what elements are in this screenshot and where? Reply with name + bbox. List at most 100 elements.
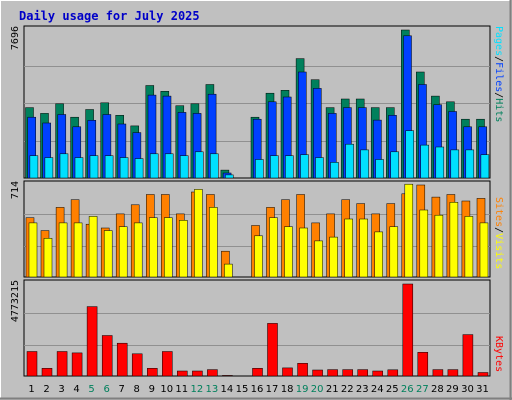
bar-visits-day-26 [404,183,414,278]
bar-kbytes-day-2 [41,368,53,377]
panel-bars [25,29,490,179]
bar-kbytes-day-8 [131,353,143,377]
day-label-31: 31 [476,384,489,395]
bar-visits-day-22 [344,218,353,278]
bar-visits-day-5 [88,216,98,278]
bar-kbytes-day-1 [26,351,38,377]
bar-kbytes-day-25 [387,369,399,377]
bar-visits-day-13 [209,207,218,278]
bar-pages-day-20 [315,157,324,179]
bar-visits-day-12 [194,189,203,278]
bar-kbytes-day-20 [312,369,323,377]
day-label-1: 1 [28,384,34,395]
bar-pages-day-1 [29,155,39,179]
bar-pages-day-18 [285,155,294,179]
bar-kbytes-day-16 [252,368,263,377]
day-label-24: 24 [371,384,384,395]
hits-files-pages-panel: 7696 Pages/Files/Hits [10,25,504,179]
day-label-16: 16 [251,384,264,395]
side-legend: Sites/Visits [493,197,504,269]
legend-entry: Visits [493,233,504,269]
visits-sites-panel: 714 Sites/Visits [10,180,504,278]
bar-visits-day-6 [103,230,113,278]
bar-kbytes-day-30 [462,334,474,377]
side-legend: Pages/Files/Hits [493,26,504,122]
bar-visits-day-1 [28,222,38,278]
bar-pages-day-7 [119,157,129,179]
bar-kbytes-day-10 [162,351,173,377]
bar-pages-day-13 [210,153,219,179]
bar-pages-day-30 [465,149,475,179]
bar-visits-day-7 [118,226,128,278]
bar-kbytes-day-18 [282,367,293,377]
legend-entry: / [493,227,504,233]
day-label-11: 11 [175,384,188,395]
bar-kbytes-day-6 [101,335,113,377]
bar-kbytes-day-21 [327,369,338,377]
bar-pages-day-26 [405,130,414,179]
bar-pages-day-22 [345,143,354,179]
bar-visits-day-9 [149,217,158,278]
day-label-14: 14 [221,384,234,395]
chart-title: Daily usage for July 2025 [19,9,200,23]
legend-entry: Files [493,62,504,92]
bar-pages-day-14 [225,174,234,179]
y-max-label: 714 [10,181,21,199]
bar-kbytes-day-12 [192,370,203,377]
day-label-22: 22 [341,384,354,395]
bar-kbytes-day-23 [357,369,368,377]
day-label-17: 17 [266,384,279,395]
bar-pages-day-28 [435,146,445,179]
bar-pages-day-8 [134,158,144,179]
bar-pages-day-3 [59,153,69,179]
bar-visits-day-16 [254,235,263,278]
bar-pages-day-9 [149,153,159,179]
bar-kbytes-day-19 [297,363,308,377]
day-label-30: 30 [461,384,474,395]
bar-pages-day-12 [195,151,204,179]
kbytes-panel: 4773215 KBytes [10,279,504,377]
day-label-28: 28 [431,384,444,395]
panel-bars [25,183,489,278]
day-label-27: 27 [416,384,429,395]
bar-kbytes-day-28 [432,369,444,377]
bar-visits-day-23 [359,218,368,278]
bar-kbytes-day-5 [86,306,98,377]
bar-pages-day-4 [74,157,84,179]
legend-entry: Hits [493,98,504,122]
y-max-label: 4773215 [10,280,21,322]
bar-visits-day-17 [269,217,278,278]
bar-visits-day-8 [133,222,143,278]
bar-pages-day-27 [420,144,429,179]
day-label-29: 29 [446,384,459,395]
bar-pages-day-25 [390,151,399,179]
day-label-4: 4 [73,384,79,395]
bar-visits-day-18 [284,226,293,278]
y-max-label: 7696 [10,26,21,50]
bar-kbytes-day-9 [147,368,158,377]
side-legend: KBytes [493,336,504,372]
bar-pages-day-19 [300,154,309,179]
bar-visits-day-31 [479,222,489,278]
bar-pages-day-5 [89,155,99,179]
bar-visits-day-25 [389,226,399,278]
day-label-18: 18 [281,384,294,395]
panel-bars [26,283,489,377]
bar-visits-day-4 [73,222,83,278]
bar-kbytes-day-7 [116,342,128,377]
bar-visits-day-20 [314,240,323,278]
day-label-5: 5 [88,384,94,395]
bar-kbytes-day-27 [417,352,429,377]
bar-visits-day-29 [449,202,459,278]
bar-pages-day-31 [480,154,490,179]
day-label-9: 9 [149,384,155,395]
bar-visits-day-28 [434,214,444,278]
bar-visits-day-10 [164,217,173,278]
bar-kbytes-day-24 [372,370,383,377]
bar-kbytes-day-22 [342,369,353,377]
bar-visits-day-2 [43,238,53,278]
bar-kbytes-day-3 [56,351,68,377]
day-label-12: 12 [191,384,204,395]
